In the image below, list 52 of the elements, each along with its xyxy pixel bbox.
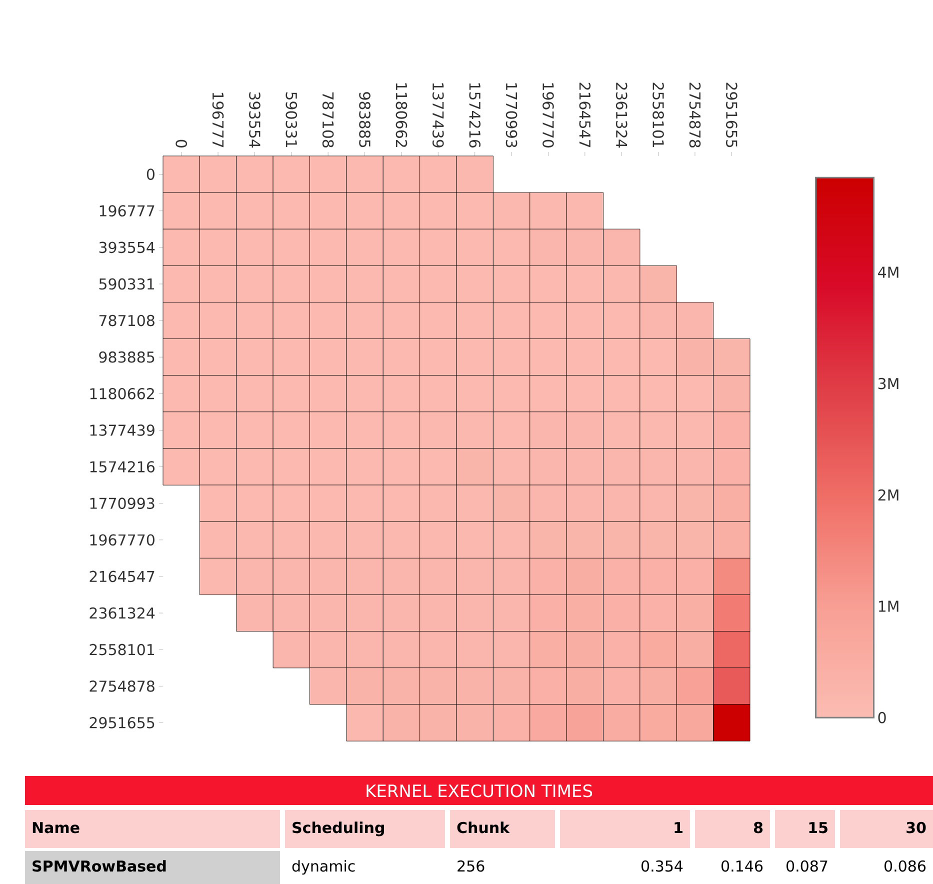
text: 1 bbox=[674, 822, 682, 833]
y-tick-label: 2754878 bbox=[90, 680, 154, 692]
text: 0.086 bbox=[884, 860, 926, 872]
x-tick-label: 2558101 bbox=[652, 82, 664, 148]
text: 0.146 bbox=[722, 860, 763, 872]
y-tick-label: 2558101 bbox=[90, 644, 154, 656]
x-tick-label: 2754878 bbox=[689, 82, 701, 148]
y-tick-label: 1770993 bbox=[90, 498, 154, 510]
text: 8 bbox=[754, 822, 763, 834]
text: 256 bbox=[458, 860, 484, 872]
color-bar-label: 3M bbox=[878, 378, 898, 390]
x-tick-label: 787108 bbox=[322, 92, 334, 148]
x-tick-label: 0 bbox=[176, 140, 188, 148]
x-tick-label: 590331 bbox=[286, 92, 298, 148]
color-bar-label: 1M bbox=[878, 600, 898, 612]
text: Name bbox=[32, 822, 80, 834]
x-tick-label: 1180662 bbox=[396, 83, 408, 147]
y-tick-label: 393554 bbox=[99, 242, 155, 254]
y-tick-label: 787108 bbox=[99, 314, 154, 326]
y-tick-label: 196777 bbox=[100, 205, 154, 217]
x-tick-label: 2951655 bbox=[726, 82, 738, 148]
x-tick-label: 1770993 bbox=[506, 83, 518, 148]
x-tick-label: 2361324 bbox=[616, 82, 628, 148]
x-tick-label: 393554 bbox=[249, 92, 260, 148]
y-tick-label: 983885 bbox=[99, 351, 154, 363]
y-tick-label: 2361324 bbox=[90, 607, 155, 619]
color-bar-label: 0 bbox=[878, 712, 886, 724]
y-tick-label: 1377439 bbox=[90, 424, 154, 436]
x-tick-label: 1967770 bbox=[542, 83, 554, 148]
x-tick-label: 196777 bbox=[212, 92, 224, 148]
y-tick-label: 0 bbox=[146, 168, 154, 180]
x-tick-label: 2164547 bbox=[579, 82, 591, 148]
text: SPMVRowBased bbox=[32, 860, 166, 872]
color-bar-label: 4M bbox=[878, 266, 898, 278]
color-bar-label: 2M bbox=[878, 489, 898, 500]
y-tick-label: 590331 bbox=[99, 278, 154, 290]
text: 0.354 bbox=[642, 860, 683, 872]
text: dynamic bbox=[292, 860, 355, 875]
text: 30 bbox=[906, 822, 926, 834]
x-tick-label: 983885 bbox=[359, 92, 370, 148]
y-tick-label: 1180662 bbox=[90, 388, 154, 400]
text: Scheduling bbox=[292, 822, 384, 836]
text: Chunk bbox=[457, 822, 510, 834]
x-tick-label: 1574216 bbox=[469, 83, 481, 148]
text: 0.087 bbox=[786, 860, 828, 872]
chart-title: KERNEL EXECUTION TIMES bbox=[366, 784, 592, 798]
y-tick-label: 1574216 bbox=[90, 461, 154, 472]
x-tick-label: 1377439 bbox=[432, 83, 444, 148]
text: 15 bbox=[809, 822, 828, 834]
y-tick-label: 1967770 bbox=[90, 534, 154, 546]
y-tick-label: 2951655 bbox=[90, 717, 154, 728]
y-tick-label: 2164547 bbox=[90, 570, 154, 582]
